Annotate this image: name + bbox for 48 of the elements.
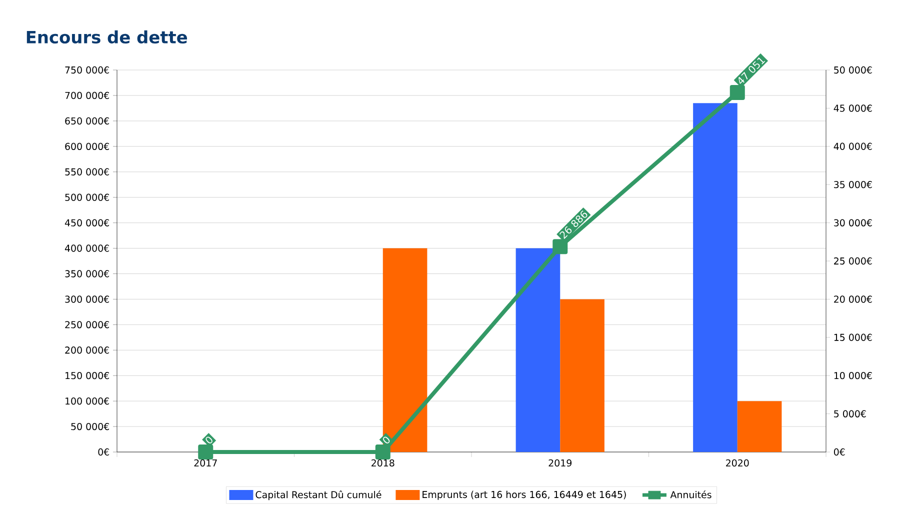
bar (560, 299, 604, 452)
y-tick-label: 200 000€ (65, 346, 109, 354)
point (375, 444, 390, 460)
bar (693, 103, 738, 452)
y-tick-label: 500 000€ (65, 194, 109, 201)
x-tick-label: 2019 (548, 459, 572, 467)
data-label: 47 051 (738, 57, 766, 84)
y-tick-label: 600 000€ (65, 142, 109, 150)
y2-tick-label: 50 000€ (834, 66, 872, 74)
y-tick-label: 550 000€ (65, 168, 109, 176)
y2-tick-label: 10 000€ (834, 372, 872, 380)
y2-tick-label: 30 000€ (834, 219, 872, 226)
y-tick-label: 400 000€ (64, 244, 109, 252)
y2-tick-label: 5 000€ (834, 410, 866, 418)
y-tick-label: 100 000€ (66, 397, 109, 405)
y2-tick-label: 45 000€ (834, 104, 872, 112)
data-label: 26 886 (560, 210, 588, 239)
y-tick-label: 0€ (98, 448, 110, 456)
y2-tick-label: 15 000€ (834, 334, 872, 341)
legend-label: Emprunts (art 16 hors 166, 16449 et 1645) (422, 490, 626, 500)
y2-tick-label: 40 000€ (834, 142, 872, 150)
legend-label: Capital Restant Dû cumulé (256, 490, 382, 500)
bar (737, 401, 782, 452)
y2-tick-label: 35 000€ (834, 181, 872, 188)
y-tick-label: 450 000€ (64, 219, 109, 226)
y-tick-label: 50 000€ (71, 422, 109, 430)
x-tick-label: 2020 (726, 459, 749, 467)
y2-tick-label: 20 000€ (834, 296, 872, 303)
chart-title: Encours de dette (26, 30, 188, 44)
point (730, 85, 745, 100)
y2-tick-label: 25 000€ (834, 257, 872, 265)
bar (382, 248, 428, 452)
legend-label: Annuités (670, 490, 712, 498)
y-tick-label: 650 000€ (65, 117, 109, 125)
x-tick-label: 2017 (194, 459, 217, 467)
y-tick-label: 350 000€ (65, 270, 109, 278)
y-tick-label: 750 000€ (65, 66, 109, 74)
data-label: 0 (206, 436, 212, 444)
data-label: 0 (382, 436, 390, 444)
point (198, 444, 214, 460)
y2-tick-label: 0€ (834, 448, 845, 456)
point (552, 239, 568, 254)
bar (516, 248, 560, 452)
y-tick-label: 250 000€ (65, 321, 109, 328)
y-tick-label: 300 000€ (65, 296, 109, 303)
x-tick-label: 2018 (372, 459, 394, 467)
y-tick-label: 150 000€ (66, 372, 109, 380)
y-tick-label: 700 000€ (65, 92, 109, 100)
